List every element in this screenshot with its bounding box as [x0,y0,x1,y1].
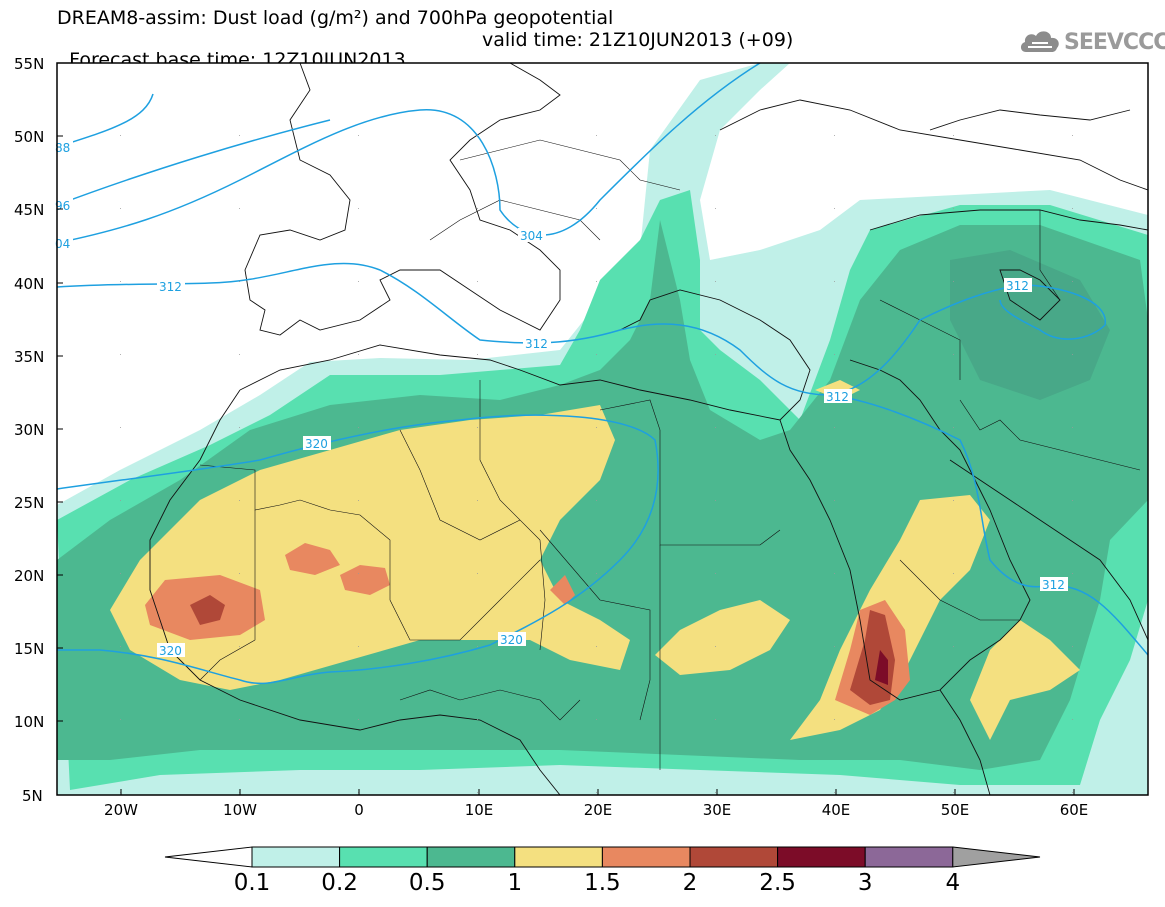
colorbar [164,846,1041,868]
colorbar-label: 0.2 [321,870,358,896]
lon-label: 10W [223,801,257,819]
lon-label: 60E [1060,801,1089,819]
lon-label: 50E [941,801,970,819]
colorbar-swatch [689,846,779,868]
colorbar-swatch [777,846,866,868]
lat-label: 30N [14,421,44,439]
colorbar-label: 1 [507,870,523,896]
colorbar-over-arrow [952,846,1041,868]
colorbar-swatch [864,846,954,868]
cloud-icon [1020,31,1059,52]
lat-label: 10N [14,713,44,731]
lat-label: 15N [14,640,44,658]
colorbar-under-arrow [164,846,253,868]
grid-dots [57,63,1148,795]
lon-label: 30E [703,801,732,819]
lat-label: 55N [14,55,44,73]
colorbar-label: 0.1 [233,870,271,896]
colorbar-label: 0.5 [408,870,446,896]
lon-label: 40E [822,801,851,819]
lat-label: 5N [22,787,43,805]
valid-time: valid time: 21Z10JUN2013 (+09) [482,29,794,51]
longitude-labels: 20W 10W 0 10E 20E 30E 40E 50E 60E [104,801,1088,819]
map-title: DREAM8-assim: Dust load (g/m²) and 700hP… [57,7,614,29]
colorbar-swatch [601,846,691,868]
colorbar-swatch [339,846,428,868]
lon-label: 0 [354,801,364,819]
lon-label: 20W [104,801,138,819]
lat-label: 40N [14,275,44,293]
colorbar-swatch [514,846,603,868]
lat-label: 50N [14,128,44,146]
colorbar-swatch [251,846,341,868]
colorbar-label: 2.5 [759,870,796,896]
lat-label: 35N [14,348,44,366]
colorbar-label: 3 [857,870,873,896]
latitude-labels: 55N 50N 45N 40N 35N 30N 25N 20N 15N 10N … [14,55,44,805]
colorbar-swatch [426,846,516,868]
colorbar-label: 1.5 [584,870,621,896]
lat-label: 45N [14,201,44,219]
lat-label: 20N [14,567,44,585]
logo-text: SEEVCCC [1064,30,1165,55]
seevccc-logo: SEEVCCC [1018,24,1165,58]
colorbar-label: 4 [945,870,961,896]
colorbar-label: 2 [682,870,698,896]
axis-ticks [57,135,1075,795]
lat-label: 25N [14,494,44,512]
lon-label: 20E [584,801,613,819]
lon-label: 10E [465,801,494,819]
